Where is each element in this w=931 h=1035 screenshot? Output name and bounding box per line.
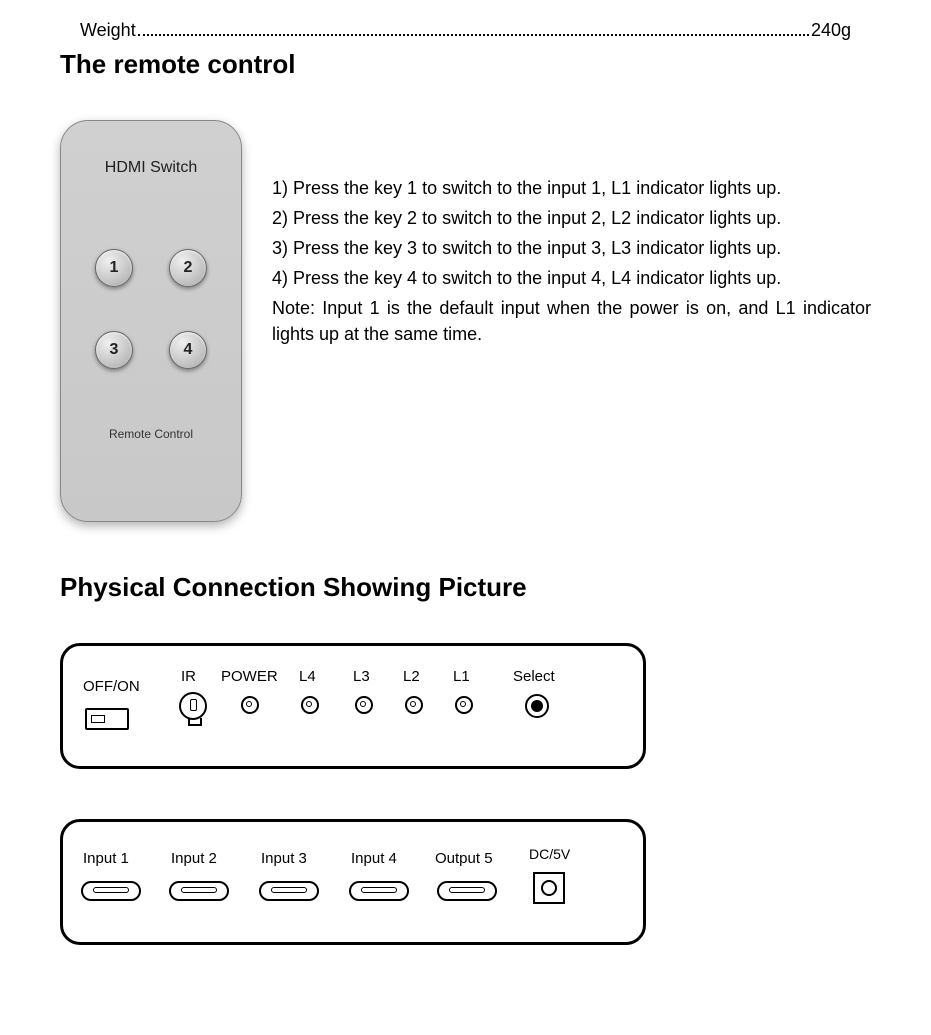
select-label: Select bbox=[513, 668, 555, 685]
ir-port-icon bbox=[179, 692, 207, 720]
back-panel: Input 1 Input 2 Input 3 Input 4 Output 5… bbox=[60, 819, 646, 945]
instruction-1: 1) Press the key 1 to switch to the inpu… bbox=[272, 175, 871, 201]
power-led-icon bbox=[241, 696, 259, 714]
offon-label: OFF/ON bbox=[83, 678, 140, 695]
input1-label: Input 1 bbox=[83, 850, 129, 867]
hdmi-port-icon bbox=[81, 881, 141, 901]
l4-label: L4 bbox=[299, 668, 316, 685]
instruction-3: 3) Press the key 3 to switch to the inpu… bbox=[272, 235, 871, 261]
hdmi-port-icon bbox=[259, 881, 319, 901]
ir-label: IR bbox=[181, 668, 196, 685]
document-page: Weight 240g The remote control HDMI Swit… bbox=[0, 0, 931, 1035]
dc-label: DC/5V bbox=[529, 846, 570, 862]
select-button[interactable] bbox=[525, 694, 549, 718]
l4-led-icon bbox=[301, 696, 319, 714]
front-panel: OFF/ON IR POWER L4 L3 L2 L1 Select bbox=[60, 643, 646, 769]
instruction-4: 4) Press the key 4 to switch to the inpu… bbox=[272, 265, 871, 291]
hdmi-port-icon bbox=[169, 881, 229, 901]
l3-led-icon bbox=[355, 696, 373, 714]
power-label: POWER bbox=[221, 668, 278, 685]
hdmi-port-icon bbox=[437, 881, 497, 901]
l2-label: L2 bbox=[403, 668, 420, 685]
remote-button-2[interactable]: 2 bbox=[169, 249, 207, 287]
remote-device-sublabel: Remote Control bbox=[61, 427, 241, 441]
instruction-note: Note: Input 1 is the default input when … bbox=[272, 295, 871, 347]
remote-button-3[interactable]: 3 bbox=[95, 331, 133, 369]
dc-port-icon bbox=[533, 872, 565, 904]
input3-label: Input 3 bbox=[261, 850, 307, 867]
remote-button-4[interactable]: 4 bbox=[169, 331, 207, 369]
spec-value: 240g bbox=[811, 20, 851, 41]
remote-section: HDMI Switch 1 2 3 4 Remote Control 1) Pr… bbox=[60, 120, 871, 522]
input4-label: Input 4 bbox=[351, 850, 397, 867]
l3-label: L3 bbox=[353, 668, 370, 685]
spec-dots bbox=[138, 20, 809, 36]
section-title-remote: The remote control bbox=[60, 49, 871, 80]
l1-label: L1 bbox=[453, 668, 470, 685]
section-title-physical: Physical Connection Showing Picture bbox=[60, 572, 871, 603]
instruction-2: 2) Press the key 2 to switch to the inpu… bbox=[272, 205, 871, 231]
spec-row-weight: Weight 240g bbox=[60, 20, 871, 41]
l2-led-icon bbox=[405, 696, 423, 714]
output5-label: Output 5 bbox=[435, 850, 493, 867]
spec-label: Weight bbox=[80, 20, 136, 41]
remote-device-title: HDMI Switch bbox=[61, 159, 241, 177]
input2-label: Input 2 bbox=[171, 850, 217, 867]
power-switch[interactable] bbox=[85, 708, 129, 730]
remote-button-1[interactable]: 1 bbox=[95, 249, 133, 287]
remote-instructions: 1) Press the key 1 to switch to the inpu… bbox=[272, 120, 871, 352]
remote-device: HDMI Switch 1 2 3 4 Remote Control bbox=[60, 120, 242, 522]
hdmi-port-icon bbox=[349, 881, 409, 901]
l1-led-icon bbox=[455, 696, 473, 714]
